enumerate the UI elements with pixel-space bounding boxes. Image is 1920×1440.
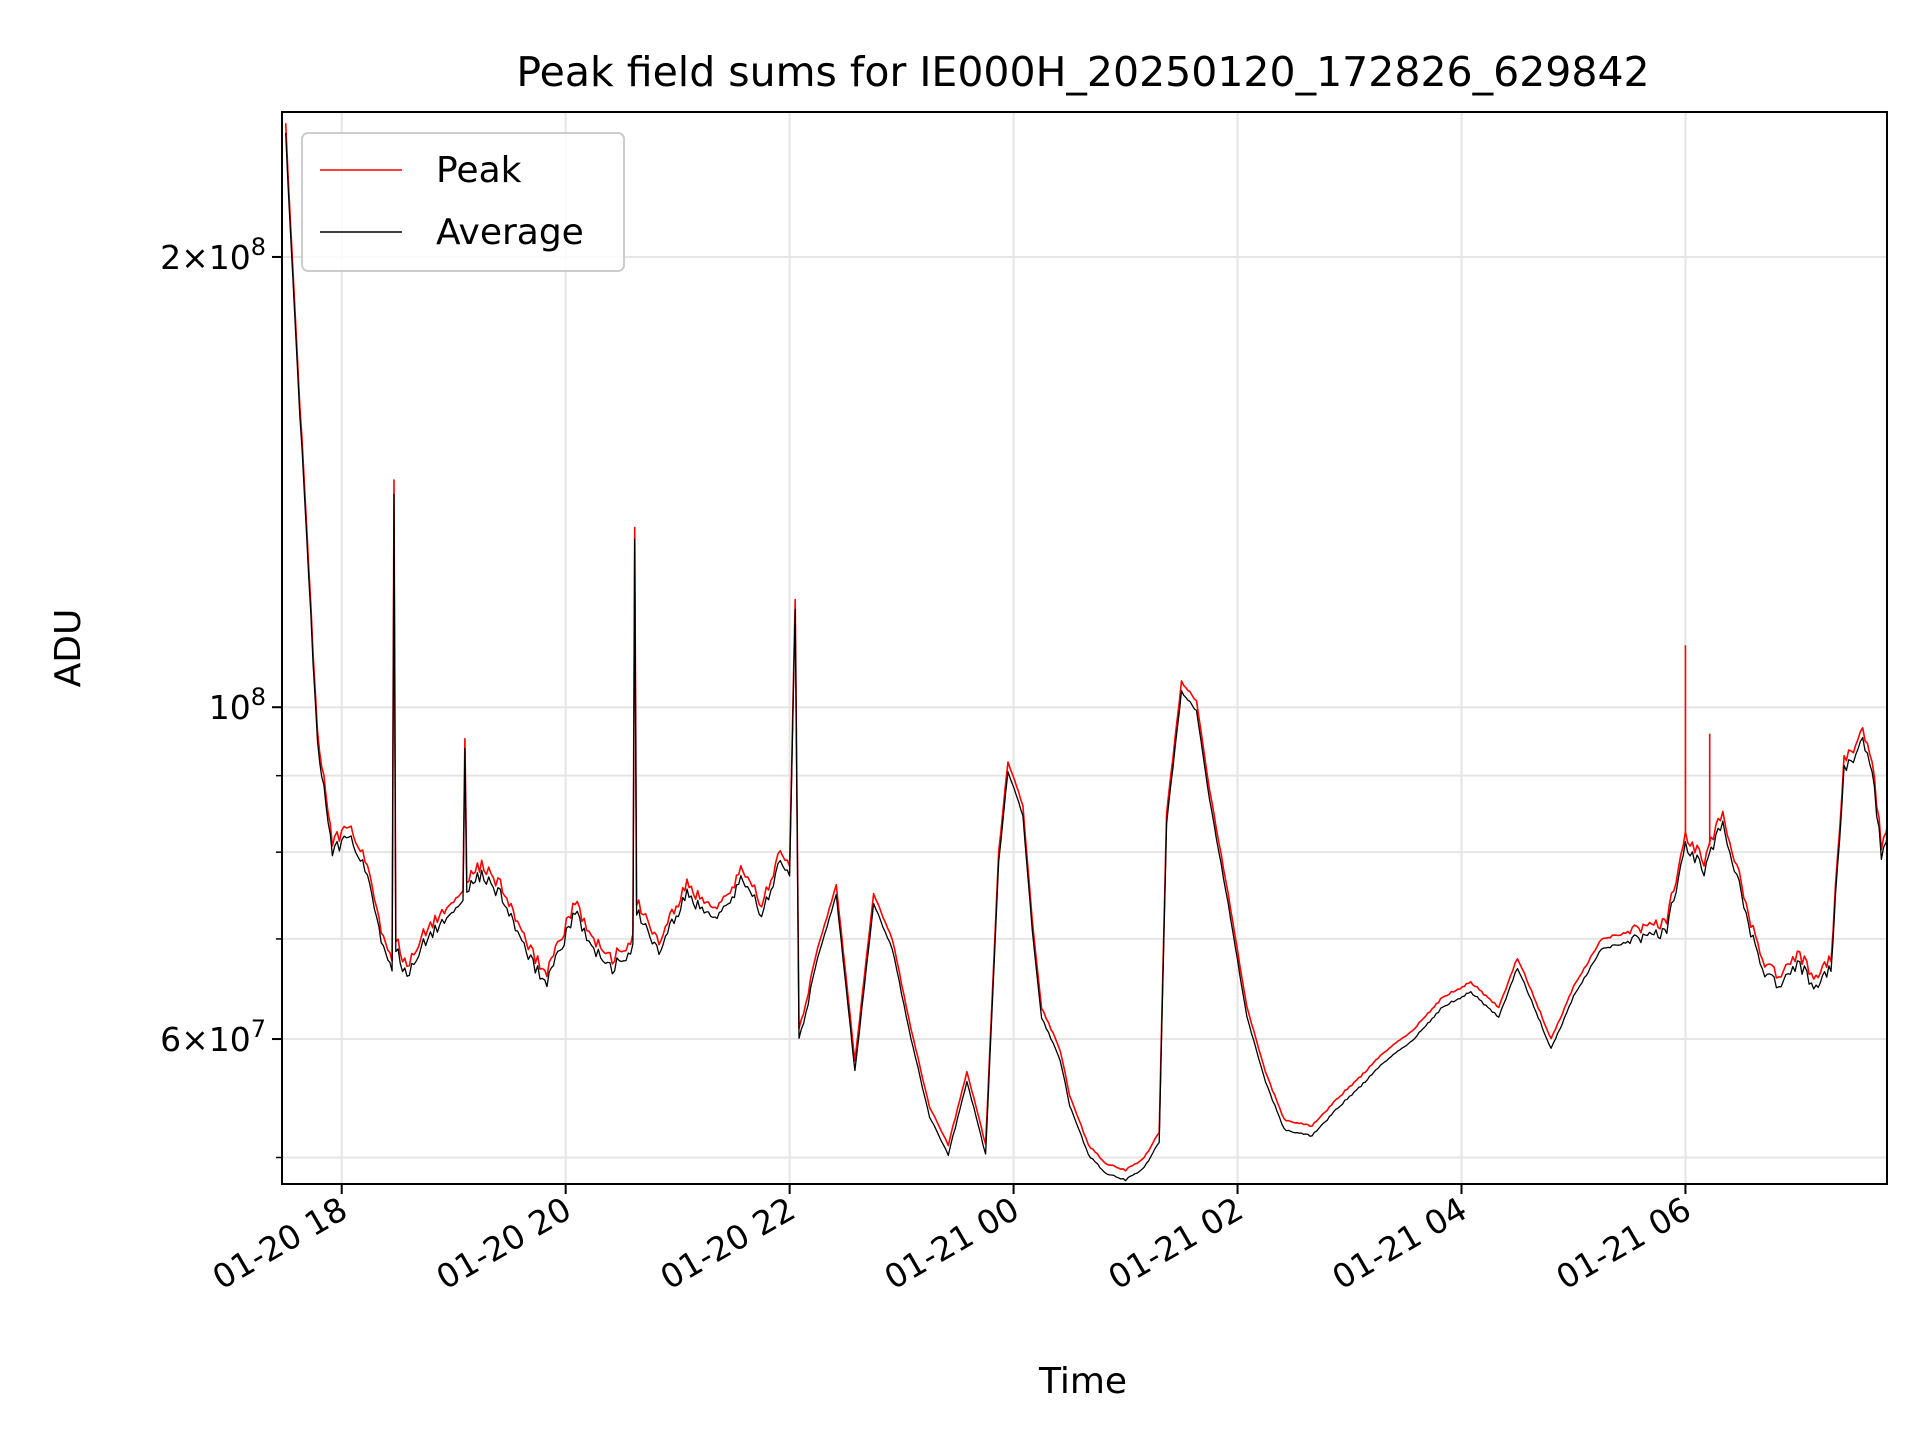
gridlines — [282, 112, 1887, 1184]
series-line-average — [285, 132, 1887, 1182]
y-tick-label: 6×107 — [160, 1015, 266, 1059]
y-tick-label: 2×108 — [160, 233, 266, 277]
series-layer — [284, 123, 1887, 1182]
legend: Peak Average — [301, 132, 625, 272]
legend-label-peak: Peak — [436, 150, 522, 191]
legend-box — [301, 132, 625, 272]
y-axis-label: ADU — [48, 609, 89, 688]
x-axis-label: Time — [1038, 1361, 1127, 1402]
legend-label-average: Average — [436, 212, 584, 253]
chart-title: Peak field sums for IE000H_20250120_1728… — [516, 48, 1649, 96]
plot-frame — [281, 111, 1888, 1185]
series-line-peak — [284, 123, 1887, 1172]
y-tick-label: 108 — [209, 683, 266, 727]
